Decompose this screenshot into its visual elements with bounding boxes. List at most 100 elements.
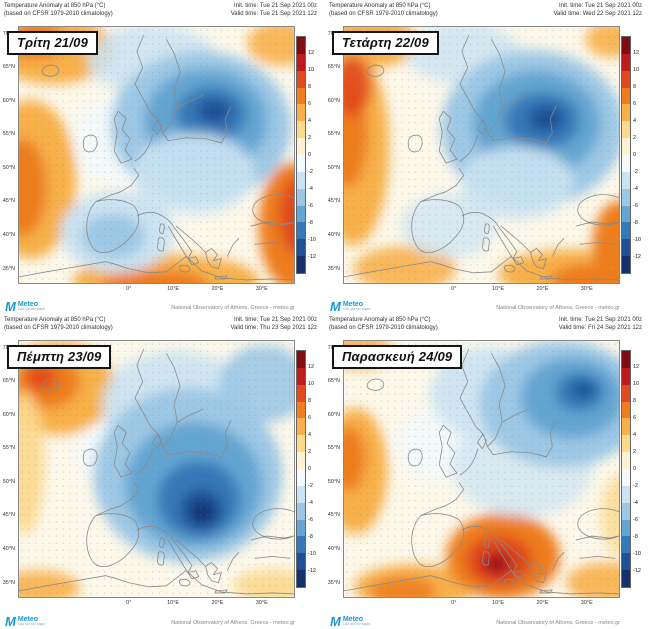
meteo-logo-textblock: Meteo Όλα για τον καιρό [18, 301, 45, 313]
colorbar-ticks: 12 10 8 6 4 2 0 -2 -4 -6 -8 -10 -12 [308, 350, 322, 588]
attribution-text: National Observatory of Athens, Greece -… [171, 620, 295, 626]
latitude-axis: 70°N65°N60°N55°N50°N45°N40°N35°N [0, 26, 16, 284]
meteo-logo: M Meteo Όλα για τον καιρό [5, 300, 45, 313]
map-title-line2: (based on CFSR 1979-2010 climatology) [4, 324, 113, 331]
meteo-logo-tagline: Όλα για τον καιρό [342, 622, 371, 627]
colorbar-cell [622, 37, 630, 54]
colorbar-tick: 4 [308, 432, 312, 438]
colorbar-tick: 0 [633, 152, 637, 158]
anomaly-map [343, 340, 620, 598]
meteo-logo-icon: M [330, 614, 341, 629]
colorbar: 12 10 8 6 4 2 0 -2 -4 -6 -8 -10 -12 [296, 36, 322, 274]
colorbar-tick: 8 [633, 84, 637, 90]
colorbar-tick: 8 [633, 398, 637, 404]
lat-label: 55°N [327, 445, 340, 452]
colorbar-cell [622, 485, 630, 503]
valid-time: Valid time: Wed 22 Sep 2021 12z [553, 10, 643, 17]
longitude-axis: 0° 10°E 20°E 30°E [343, 600, 620, 608]
colorbar-tick: -10 [308, 237, 316, 243]
colorbar-cell [297, 138, 305, 156]
lat-label: 35°N [2, 265, 15, 272]
lon-label: 0° [126, 600, 132, 606]
map-title-line1: Temperature Anomaly at 850 hPa (°C) [4, 317, 106, 323]
colorbar-cell [622, 367, 630, 385]
colorbar-tick: -10 [633, 237, 641, 243]
lon-label: 0° [126, 286, 132, 292]
colorbar-tick: 4 [633, 118, 637, 124]
colorbar-ticks: 12 10 8 6 4 2 0 -2 -4 -6 -8 -10 -12 [308, 36, 322, 274]
colorbar-tick: -12 [308, 568, 316, 574]
colorbar-cell [297, 171, 305, 189]
colorbar-cell [622, 519, 630, 537]
lat-label: 50°N [2, 164, 15, 171]
colorbar-scale [296, 36, 306, 274]
lat-label: 45°N [2, 198, 15, 205]
time-info: Init. time: Tue 21 Sep 2021 00z Valid ti… [559, 317, 642, 333]
colorbar-cell [622, 205, 630, 223]
panel-header: Temperature Anomaly at 850 hPa (°C) (bas… [329, 317, 642, 333]
meteo-logo-icon: M [330, 299, 341, 314]
latitude-axis: 70°N65°N60°N55°N50°N45°N40°N35°N [325, 340, 341, 598]
lon-label: 30°E [580, 286, 593, 292]
lon-label: 20°E [211, 286, 224, 292]
colorbar-cell [297, 53, 305, 71]
lon-label: 30°E [580, 600, 593, 606]
lat-label: 45°N [327, 198, 340, 205]
colorbar-cell [622, 570, 630, 588]
colorbar-scale [621, 36, 631, 274]
day-label: Παρασκευή 24/09 [332, 345, 463, 369]
panel-footer: M Meteo Όλα για τον καιρό National Obser… [330, 297, 620, 313]
colorbar-tick: 8 [308, 84, 312, 90]
colorbar-cell [297, 384, 305, 402]
longitude-axis: 0° 10°E 20°E 30°E [18, 286, 295, 294]
anomaly-map [18, 340, 295, 598]
colorbar-cell [622, 222, 630, 240]
colorbar-tick: -6 [633, 517, 638, 523]
colorbar-tick: -6 [308, 517, 313, 523]
colorbar-cell [297, 37, 305, 54]
panel-header: Temperature Anomaly at 850 hPa (°C) (bas… [4, 3, 317, 19]
map-title: Temperature Anomaly at 850 hPa (°C) (bas… [329, 317, 438, 333]
lon-label: 20°E [211, 600, 224, 606]
lon-label: 10°E [492, 600, 505, 606]
lon-label: 10°E [167, 286, 180, 292]
meteo-logo: M Meteo Όλα για τον καιρό [330, 300, 370, 313]
colorbar-cell [622, 553, 630, 571]
init-time: Init. time: Tue 21 Sep 2021 00z [233, 3, 317, 9]
colorbar-tick: 4 [633, 432, 637, 438]
colorbar-cell [297, 435, 305, 453]
colorbar-tick: 12 [633, 50, 640, 56]
colorbar-cell [297, 452, 305, 470]
valid-time: Valid time: Fri 24 Sep 2021 12z [558, 324, 642, 331]
colorbar-cell [622, 502, 630, 520]
colorbar-tick: 6 [308, 415, 312, 421]
forecast-panel: Temperature Anomaly at 850 hPa (°C) (bas… [0, 314, 325, 629]
forecast-panel: Temperature Anomaly at 850 hPa (°C) (bas… [0, 0, 325, 314]
colorbar-cell [622, 256, 630, 274]
meteo-logo-textblock: Meteo Όλα για τον καιρό [343, 301, 370, 313]
init-time: Init. time: Tue 21 Sep 2021 00z [558, 3, 642, 9]
lon-label: 10°E [167, 600, 180, 606]
colorbar-tick: 6 [633, 101, 637, 107]
colorbar-ticks: 12 10 8 6 4 2 0 -2 -4 -6 -8 -10 -12 [633, 36, 647, 274]
colorbar-tick: -4 [633, 186, 638, 192]
colorbar-cell [297, 87, 305, 105]
colorbar-cell [622, 155, 630, 172]
colorbar-tick: 12 [308, 50, 315, 56]
lat-label: 35°N [327, 265, 340, 272]
lat-label: 50°N [2, 478, 15, 485]
colorbar-tick: -4 [308, 500, 313, 506]
meteo-logo: M Meteo Όλα για τον καιρό [330, 615, 370, 628]
map-title-line2: (based on CFSR 1979-2010 climatology) [4, 10, 113, 17]
map-title-line2: (based on CFSR 1979-2010 climatology) [329, 10, 438, 17]
lon-label: 0° [451, 600, 457, 606]
lon-label: 30°E [255, 600, 268, 606]
colorbar-cell [622, 384, 630, 402]
map-title: Temperature Anomaly at 850 hPa (°C) (bas… [329, 3, 438, 19]
lat-label: 65°N [327, 378, 340, 385]
colorbar-cell [297, 70, 305, 88]
colorbar-tick: -4 [633, 500, 638, 506]
latitude-axis: 70°N65°N60°N55°N50°N45°N40°N35°N [325, 26, 341, 284]
time-info: Init. time: Tue 21 Sep 2021 00z Valid ti… [231, 3, 317, 19]
time-info: Init. time: Tue 21 Sep 2021 00z Valid ti… [554, 3, 643, 19]
